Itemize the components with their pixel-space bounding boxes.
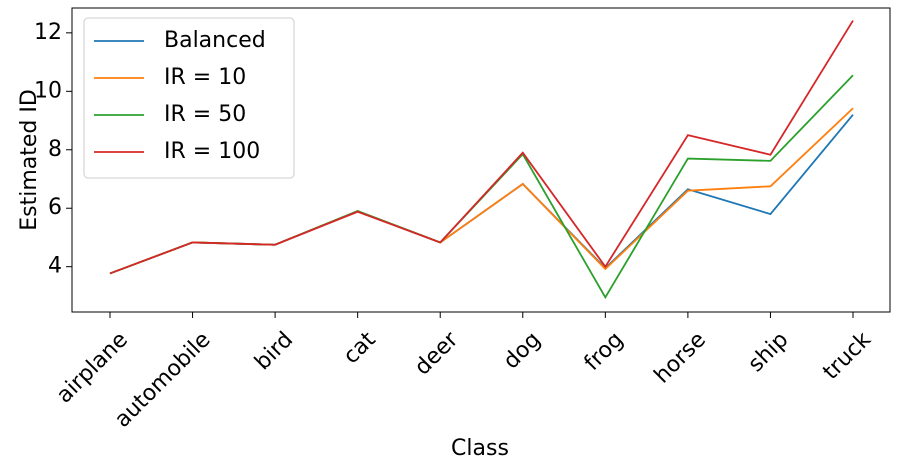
legend-label: IR = 100 (164, 139, 260, 164)
y-tick-label: 8 (48, 137, 62, 162)
legend-label: Balanced (164, 28, 266, 53)
plot-frame (71, 7, 891, 313)
x-tick-label: truck (818, 327, 876, 385)
y-tick-label: 6 (48, 195, 62, 220)
y-tick-label: 4 (48, 254, 62, 279)
x-tick-label: airplane (52, 327, 133, 408)
x-tick-label: ship (744, 327, 794, 377)
x-tick-label: deer (410, 327, 464, 381)
y-tick-label: 12 (34, 20, 62, 45)
y-tick-label: 10 (34, 78, 62, 103)
x-axis-label: Class (451, 436, 509, 461)
legend-box (83, 17, 295, 179)
y-axis-label: Estimated ID (17, 89, 42, 231)
legend-label: IR = 10 (164, 65, 246, 90)
x-tick-label: dog (499, 327, 546, 374)
series-line (109, 20, 854, 275)
x-tick-label: frog (580, 327, 629, 376)
x-tick-label: horse (650, 327, 711, 388)
x-tick-label: cat (339, 327, 381, 369)
x-tick-label: bird (250, 327, 298, 375)
legend-label: IR = 50 (164, 102, 246, 127)
